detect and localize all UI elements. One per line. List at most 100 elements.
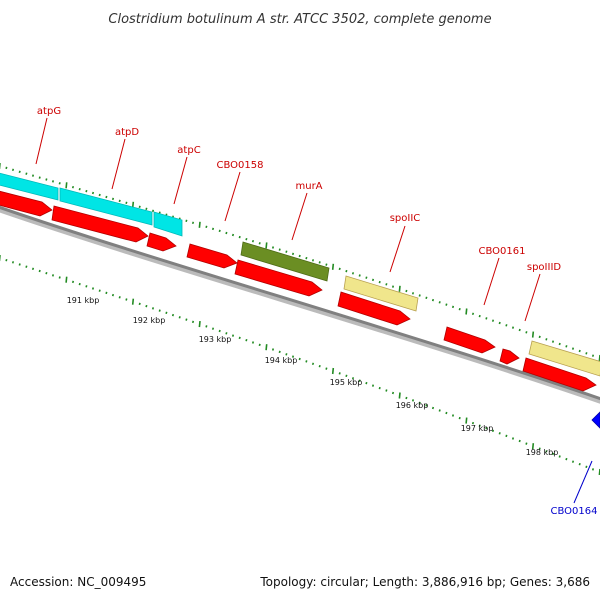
outer-tick [151, 209, 155, 213]
kbp-tick [465, 417, 468, 424]
kbp-tick [198, 321, 201, 328]
kbp-tick [91, 287, 95, 290]
kbp-label-194: 194 kbp [265, 356, 298, 365]
kbp-tick [191, 320, 195, 324]
kbp-tick [338, 372, 341, 375]
outer-tick [51, 180, 55, 183]
gene-red-3[interactable] [146, 232, 177, 252]
kbp-tick [518, 439, 521, 443]
outer-tick [425, 296, 428, 300]
genome-backbone-shadow [0, 206, 600, 404]
outer-tick [591, 354, 595, 357]
kbp-tick [445, 411, 448, 415]
outer-tick [518, 328, 521, 332]
genome-backbone [0, 205, 600, 401]
outer-tick [391, 285, 395, 288]
gene-spoIIC[interactable] [343, 275, 419, 312]
outer-tick [565, 345, 568, 348]
kbp-tick [5, 258, 8, 262]
outer-tick [38, 176, 41, 179]
kbp-tick [418, 401, 421, 405]
kbp-tick [31, 267, 35, 271]
kbp-tick [185, 318, 188, 321]
kbp-tick [545, 450, 548, 453]
outer-tick [125, 201, 128, 205]
gene-red-6[interactable] [337, 291, 411, 326]
outer-tick [478, 314, 481, 318]
kbp-tick [258, 343, 261, 347]
kbp-tick [51, 274, 55, 277]
outer-tick [31, 174, 35, 177]
kbp-tick [345, 374, 348, 378]
outer-tick [211, 227, 215, 231]
kbp-tick [105, 291, 108, 295]
kbp-tick [478, 424, 481, 427]
gene-red-1[interactable] [0, 190, 53, 217]
kbp-tick [205, 325, 208, 328]
kbp-tick [411, 399, 415, 402]
outer-tick [571, 347, 575, 350]
outer-tick [338, 267, 341, 271]
gene-atpD[interactable] [59, 187, 153, 226]
gene-atpG[interactable] [0, 172, 59, 201]
kbp-tick [151, 307, 155, 310]
outer-tick [485, 317, 488, 320]
label-CBO0158: CBO0158 [217, 160, 264, 171]
label-atpC: atpC [177, 145, 200, 156]
kbp-tick [298, 357, 301, 361]
outer-tick [371, 278, 375, 282]
outer-tick [378, 280, 381, 284]
kbp-tick [211, 327, 215, 330]
kbp-tick [485, 426, 488, 430]
kbp-tick [331, 367, 335, 375]
outer-tick [185, 219, 188, 223]
outer-tick [65, 182, 68, 189]
kbp-tick [325, 367, 328, 370]
kbp-label-197: 197 kbp [461, 424, 494, 433]
outer-tick [398, 285, 401, 292]
outer-tick [18, 170, 21, 174]
outer-tick [298, 254, 301, 258]
kbp-tick [351, 377, 355, 380]
kbp-label-195: 195 kbp [330, 378, 363, 387]
gene-atpC[interactable] [153, 211, 183, 237]
outer-tick [458, 307, 461, 311]
kbp-tick [245, 338, 248, 342]
topology-text: Topology: circular; Length: 3,886,916 bp… [259, 575, 590, 589]
kbp-tick [405, 396, 408, 400]
outer-tick [285, 250, 288, 253]
outer-tick [345, 269, 348, 273]
gene-red-9[interactable] [522, 357, 597, 392]
gene-spoIIID[interactable] [528, 340, 600, 377]
kbp-tick [45, 271, 48, 275]
kbp-tick [491, 429, 495, 433]
gene-red-7[interactable] [443, 326, 496, 354]
kbp-tick [291, 355, 295, 358]
kbp-tick [371, 384, 375, 387]
kbp-tick [471, 421, 475, 425]
gene-red-8[interactable] [499, 348, 520, 365]
kbp-tick [365, 381, 368, 385]
kbp-tick [138, 302, 141, 306]
gene-murA[interactable] [240, 241, 330, 282]
label-atpD: atpD [115, 127, 139, 138]
kbp-tick [65, 276, 68, 283]
kbp-tick [18, 263, 21, 266]
outer-tick [365, 276, 368, 279]
kbp-tick [398, 392, 401, 399]
gene-red-4[interactable] [186, 243, 238, 269]
outer-tick [585, 352, 588, 355]
outer-tick [85, 189, 88, 193]
gene-red-2[interactable] [51, 205, 149, 243]
outer-tick [118, 199, 121, 203]
outer-tick [265, 242, 268, 249]
gene-red-5[interactable] [234, 259, 323, 297]
forward-strand-genes [0, 172, 600, 377]
outer-tick [291, 252, 295, 256]
gene-CBO0164[interactable] [591, 411, 600, 429]
kbp-tick [98, 289, 101, 292]
outer-tick [505, 324, 508, 327]
outer-tick [11, 168, 15, 172]
outer-tick [98, 193, 101, 197]
